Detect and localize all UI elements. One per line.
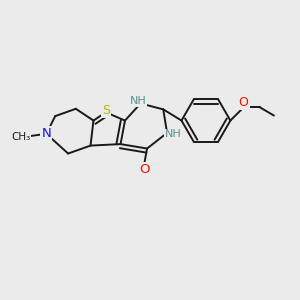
Text: O: O — [239, 96, 249, 110]
Text: NH: NH — [130, 96, 147, 106]
Text: O: O — [139, 163, 149, 176]
Text: NH: NH — [165, 129, 182, 140]
Text: N: N — [41, 127, 51, 140]
Text: S: S — [102, 104, 110, 117]
Text: CH₃: CH₃ — [11, 132, 30, 142]
